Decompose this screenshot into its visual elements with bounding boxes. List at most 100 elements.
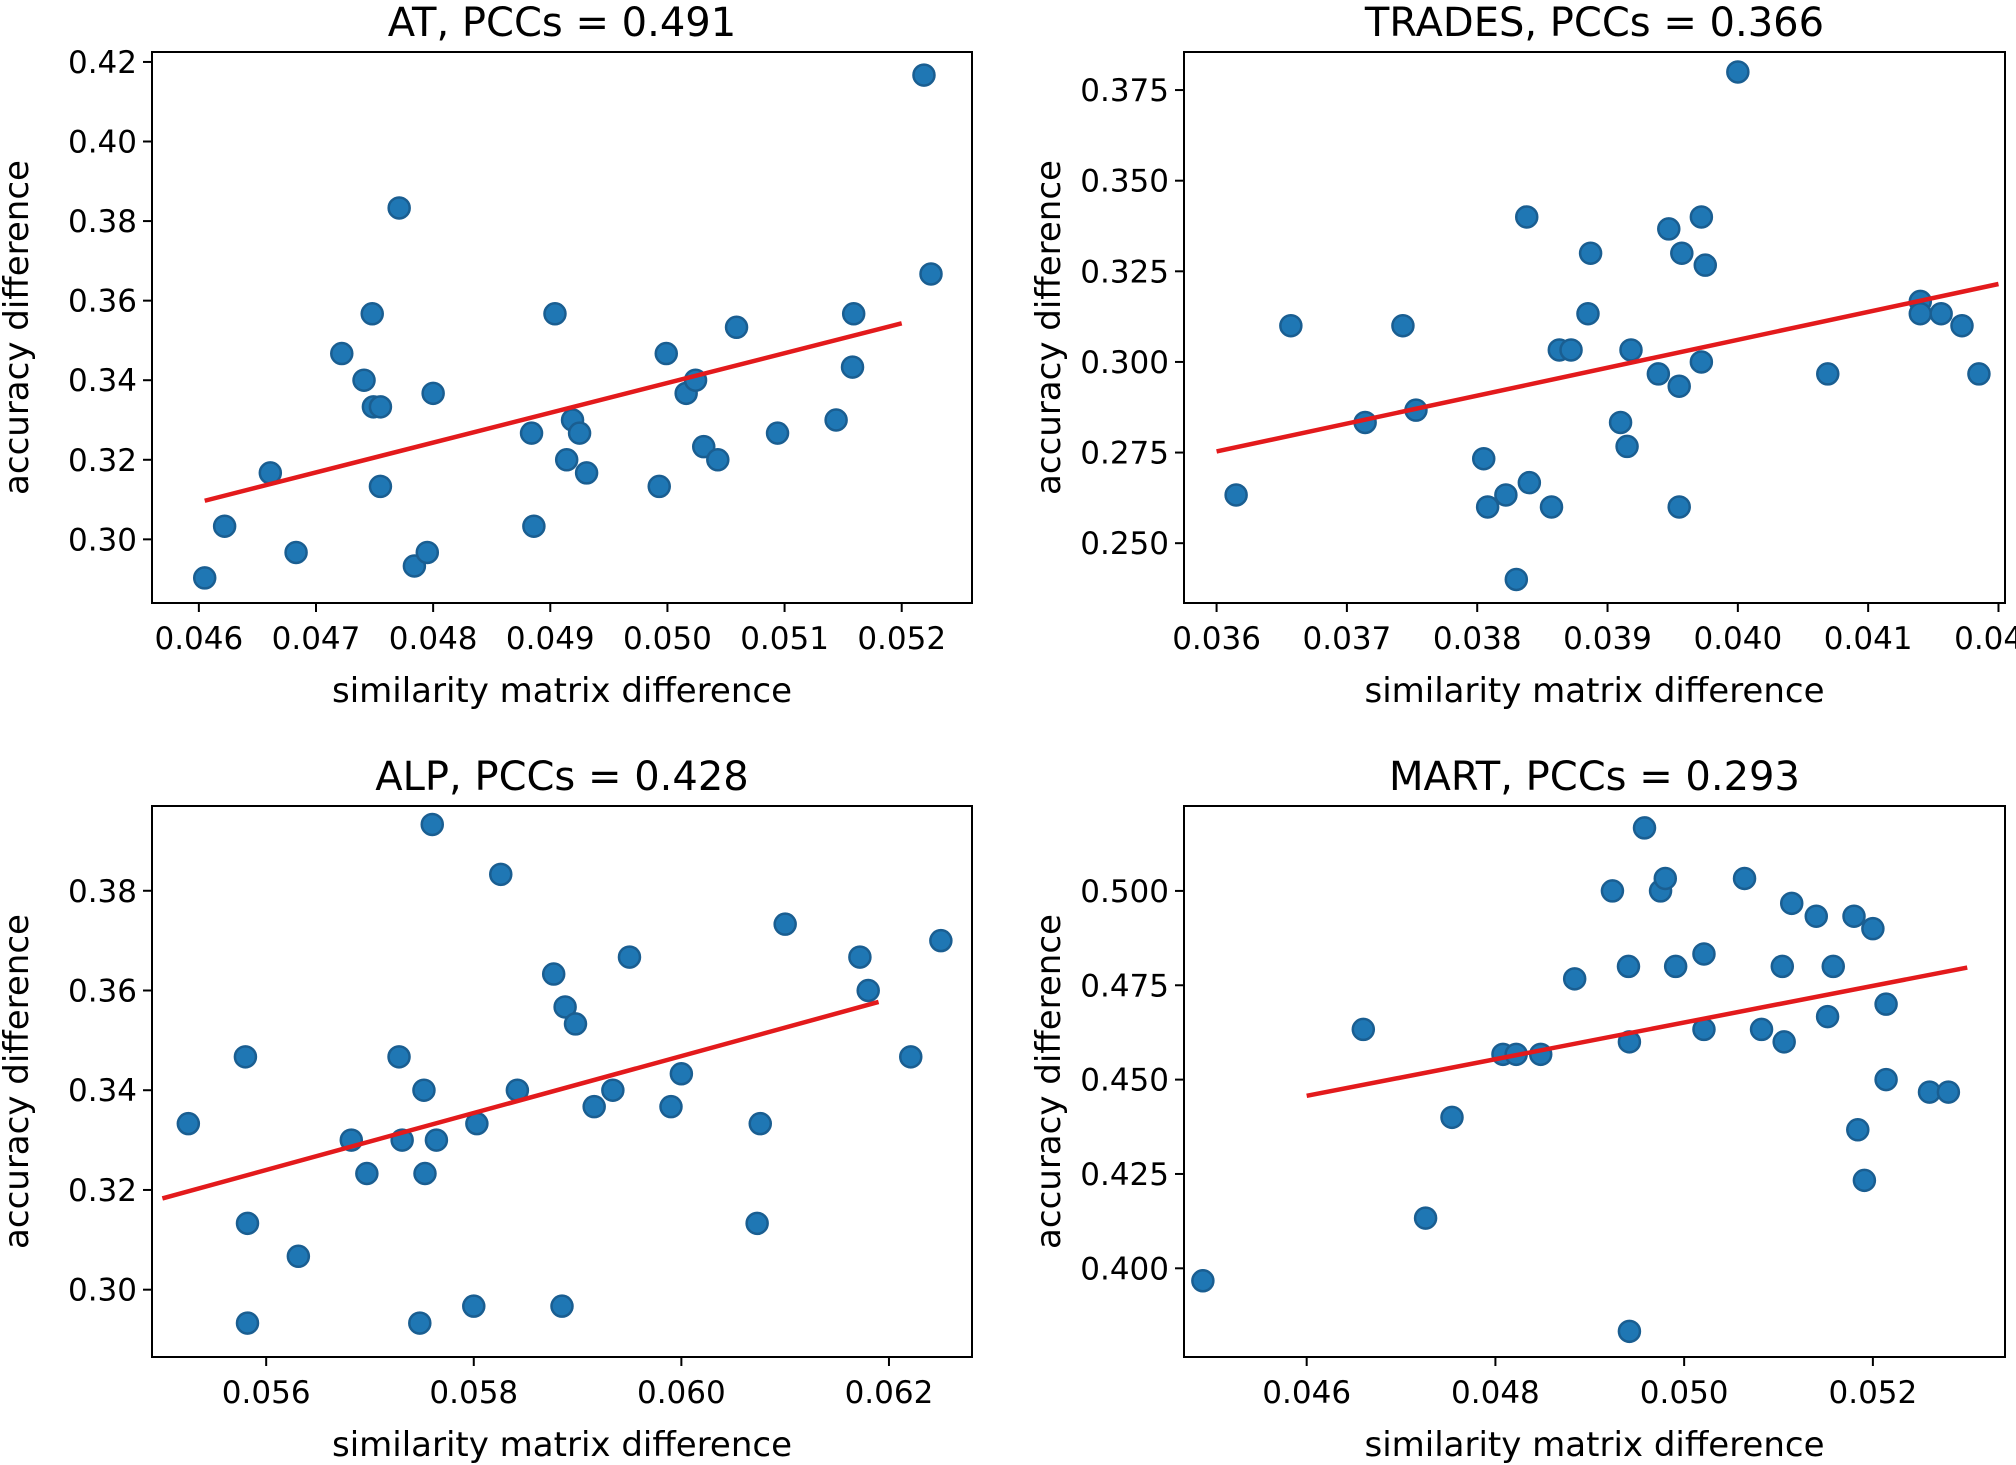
data-point [235, 1211, 260, 1236]
y-tick-label: 0.350 [1080, 164, 1169, 200]
data-point [424, 1128, 449, 1152]
data-point [724, 315, 749, 340]
x-tick-label: 0.058 [429, 1375, 518, 1411]
data-point [1936, 1080, 1961, 1104]
y-tick-label: 0.36 [68, 284, 137, 320]
regression-line [204, 321, 903, 503]
y-axis-label: accuracy difference [0, 160, 37, 495]
data-point [617, 945, 642, 969]
data-point [1732, 866, 1757, 891]
x-tick-label: 0.037 [1303, 621, 1392, 657]
points-group [176, 812, 953, 1335]
y-tick-label: 0.30 [68, 1273, 137, 1309]
data-point [1749, 1017, 1774, 1042]
data-point [1657, 217, 1681, 241]
y-axis-label: accuracy difference [1029, 160, 1069, 495]
data-point [368, 474, 393, 499]
x-axis-label: similarity matrix difference [1364, 1425, 1824, 1465]
data-point [408, 1311, 432, 1335]
data-point [368, 395, 393, 419]
data-point [543, 302, 567, 326]
data-point [1852, 1168, 1877, 1193]
panel-title: ALP, PCCs = 0.428 [375, 754, 748, 800]
panel-title: TRADES, PCCs = 0.366 [1364, 0, 1824, 46]
data-point [1689, 350, 1714, 374]
x-tick-label: 0.048 [1451, 1375, 1540, 1411]
x-tick-label: 0.040 [1693, 621, 1782, 657]
data-point [284, 540, 308, 565]
data-point [1578, 241, 1603, 265]
data-point [1279, 313, 1303, 338]
data-point [929, 928, 953, 953]
data-point [522, 514, 546, 538]
x-tick-label: 0.060 [637, 1375, 726, 1411]
points-group [192, 63, 943, 590]
data-point [1617, 1319, 1642, 1344]
data-point [1967, 362, 1991, 386]
data-point [541, 962, 566, 986]
data-point [413, 1161, 437, 1186]
data-point [1191, 1269, 1215, 1293]
data-point [1874, 992, 1898, 1016]
data-point [745, 1211, 769, 1236]
data-point [1514, 205, 1539, 229]
x-tick-label: 0.050 [623, 621, 712, 657]
y-tick-label: 0.36 [68, 973, 137, 1009]
x-tick-label: 0.047 [272, 621, 361, 657]
data-point [1351, 1017, 1376, 1042]
y-tick-label: 0.400 [1080, 1251, 1169, 1287]
y-tick-label: 0.34 [68, 1073, 137, 1109]
data-point [1815, 1004, 1840, 1029]
y-tick-label: 0.250 [1080, 526, 1169, 562]
data-point [212, 514, 237, 538]
data-point [1517, 470, 1542, 495]
data-point [489, 862, 513, 887]
data-point [1559, 338, 1583, 362]
regression-line [1306, 965, 1968, 1099]
data-point [387, 1045, 411, 1069]
x-tick-label: 0.052 [1829, 1375, 1918, 1411]
y-axis-label: accuracy difference [0, 914, 37, 1249]
data-point [1494, 483, 1518, 507]
data-point [765, 421, 790, 445]
data-point [1413, 1206, 1438, 1230]
panel-mart: MART, PCCs = 0.293 0.046 0.048 0.050 0.052 0.… [1029, 754, 2006, 1465]
data-point [1670, 241, 1694, 265]
data-point [824, 408, 848, 432]
data-point [235, 1311, 260, 1335]
data-point [192, 566, 217, 590]
x-tick-label: 0.052 [857, 621, 946, 657]
panel-alp: ALP, PCCs = 0.428 0.056 0.058 0.060 0.062 0.3… [0, 754, 973, 1465]
y-tick-label: 0.32 [68, 1173, 137, 1209]
y-tick-label: 0.425 [1080, 1157, 1169, 1193]
y-tick-label: 0.40 [68, 125, 137, 161]
data-point [748, 1111, 773, 1136]
data-point [1821, 954, 1846, 979]
data-point [848, 945, 872, 969]
data-point [669, 1062, 694, 1086]
regression-line [161, 999, 880, 1201]
data-point [1772, 1030, 1796, 1054]
plot-frame [151, 805, 973, 1358]
data-point [840, 355, 865, 379]
plot-frame [151, 51, 973, 604]
data-point [1779, 891, 1804, 916]
x-tick-label: 0.042 [1954, 621, 2016, 657]
data-point [1632, 816, 1657, 840]
y-tick-label: 0.42 [68, 45, 137, 81]
data-point [919, 262, 943, 286]
data-point [912, 63, 936, 87]
regression-line [1216, 281, 1999, 454]
data-point [1908, 301, 1933, 326]
y-tick-label: 0.475 [1080, 968, 1169, 1004]
data-point [1471, 446, 1496, 471]
plot-frame [1183, 51, 2006, 604]
data-point [176, 1111, 201, 1136]
y-tick-label: 0.275 [1080, 436, 1169, 472]
panel-trades: TRADES, PCCs = 0.366 0.036 0.037 0.038 0.039… [1029, 0, 2016, 711]
data-point [233, 1045, 258, 1069]
data-point [387, 196, 411, 220]
data-point [899, 1045, 923, 1069]
x-tick-label: 0.048 [389, 621, 478, 657]
data-point [1663, 954, 1688, 979]
